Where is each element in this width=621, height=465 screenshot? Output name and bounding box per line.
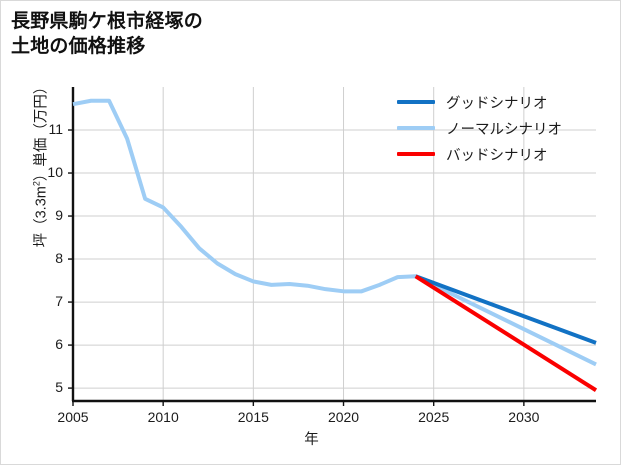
chart-legend: グッドシナリオ ノーマルシナリオ バッドシナリオ bbox=[397, 89, 607, 167]
legend-label: ノーマルシナリオ bbox=[446, 121, 562, 138]
legend-swatch-icon bbox=[397, 152, 435, 156]
chart-title: 長野県駒ケ根市経塚の 土地の価格推移 bbox=[11, 11, 204, 58]
x-axis-title: 年 bbox=[304, 432, 319, 448]
x-tick-label: 2025 bbox=[418, 409, 450, 425]
y-tick-label: 11 bbox=[48, 121, 63, 137]
y-tick-label: 6 bbox=[55, 336, 63, 353]
legend-item[interactable]: ノーマルシナリオ bbox=[397, 115, 607, 141]
y-tick-label: 5 bbox=[55, 379, 63, 396]
x-tick-label: 2030 bbox=[508, 409, 540, 425]
series-line-normal bbox=[72, 98, 597, 367]
series-line-good bbox=[414, 274, 597, 345]
y-tick-label: 8 bbox=[55, 250, 63, 267]
legend-item[interactable]: グッドシナリオ bbox=[397, 89, 607, 115]
y-axis-title: 坪（3.3m2）単価（万円） bbox=[30, 49, 51, 279]
x-tick-label: 2010 bbox=[147, 409, 179, 425]
series-line-bad bbox=[414, 274, 598, 392]
legend-label: グッドシナリオ bbox=[446, 95, 548, 112]
x-tick-label: 2015 bbox=[237, 409, 269, 425]
legend-label: バッドシナリオ bbox=[446, 147, 548, 164]
legend-item[interactable]: バッドシナリオ bbox=[397, 141, 607, 167]
axis-lines bbox=[68, 87, 596, 406]
legend-swatch-icon bbox=[397, 126, 435, 130]
y-axis-title-superscript: 2 bbox=[31, 181, 42, 187]
series-lines bbox=[72, 98, 598, 392]
y-tick-label: 9 bbox=[55, 207, 63, 224]
x-tick-label: 2020 bbox=[327, 409, 360, 425]
legend-swatch-icon bbox=[397, 100, 435, 104]
x-tick-label: 2005 bbox=[57, 409, 89, 425]
y-tick-label: 7 bbox=[55, 293, 63, 310]
y-axis-title-suffix: ）単価（万円） bbox=[33, 79, 50, 182]
y-tick-label: 10 bbox=[47, 164, 63, 181]
y-axis-title-prefix: 坪（3.3m bbox=[33, 186, 50, 248]
